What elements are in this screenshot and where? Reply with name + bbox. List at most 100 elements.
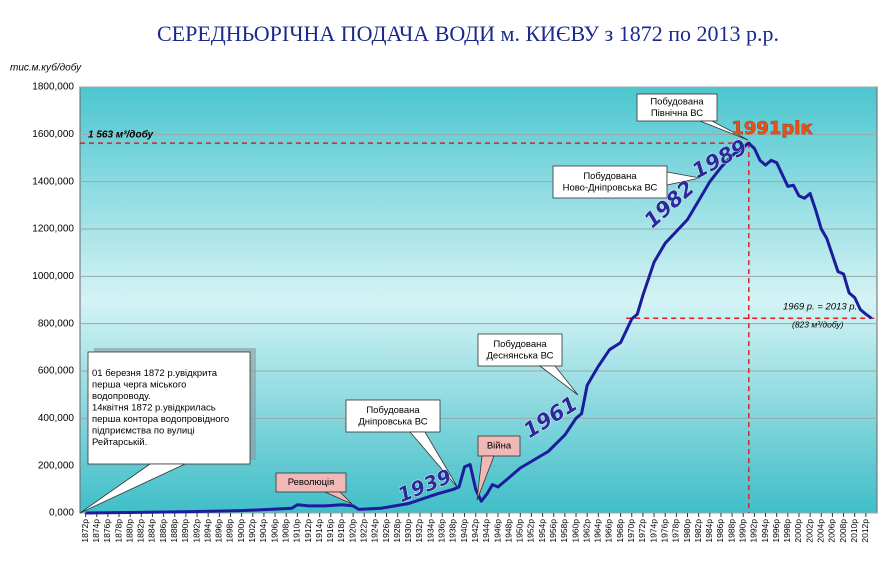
x-tick-label: 1938р: [448, 519, 458, 543]
x-tick-label: 1982р: [693, 519, 703, 543]
y-tick-label: 1000,000: [32, 271, 74, 282]
x-tick-label: 1886р: [158, 519, 168, 543]
x-tick-label: 1968р: [615, 519, 625, 543]
x-tick-label: 1970р: [626, 519, 636, 543]
y-tick-label: 1600,000: [32, 129, 74, 140]
callout-box: [552, 165, 668, 199]
x-tick-label: 2008р: [838, 519, 848, 543]
callout-text: Ново-Дніпровська ВС: [563, 182, 658, 193]
y-tick-label: 200,000: [38, 460, 75, 471]
x-tick-label: 1988р: [726, 519, 736, 543]
x-tick-label: 1962р: [581, 519, 591, 543]
chart-title: СЕРЕДНЬОРІЧНА ПОДАЧА ВОДИ м. КИЄВУ з 187…: [157, 21, 779, 46]
callout-text: Побудована: [366, 405, 420, 416]
x-tick-label: 1898р: [225, 519, 235, 543]
x-tick-label: 2006р: [827, 519, 837, 543]
x-tick-label: 1874р: [91, 519, 101, 543]
callout-text: водопроводу.: [92, 391, 151, 402]
x-tick-label: 1928р: [392, 519, 402, 543]
x-tick-label: 1896р: [214, 519, 224, 543]
x-tick-label: 1972р: [637, 519, 647, 543]
callout-text: Революція: [288, 477, 335, 488]
callout-box: [345, 399, 441, 433]
x-tick-label: 1964р: [593, 519, 603, 543]
reference-label: 1 563 м³/добу: [88, 129, 154, 141]
data-line: [85, 141, 873, 515]
x-tick-label: 1932р: [414, 519, 424, 543]
x-tick-label: 1920р: [347, 519, 357, 543]
callout-text: Побудована: [583, 171, 637, 182]
x-tick-label: 2002р: [804, 519, 814, 543]
callout-box: [275, 472, 347, 493]
callout-pointer: [476, 455, 495, 501]
callout-pointer: [79, 463, 186, 514]
x-tick-label: 1950р: [515, 519, 525, 543]
x-tick-label: 1926р: [381, 519, 391, 543]
x-tick-label: 1980р: [682, 519, 692, 543]
y-tick-label: 400,000: [38, 413, 75, 424]
x-tick-label: 1992р: [749, 519, 759, 543]
callout-text: Побудована: [650, 96, 704, 107]
x-tick-label: 1990р: [737, 519, 747, 543]
x-tick-label: 1908р: [280, 519, 290, 543]
y-tick-label: 0,000: [49, 508, 74, 519]
x-tick-label: 2000р: [793, 519, 803, 543]
callout-text: Деснянська ВС: [487, 350, 554, 361]
x-tick-label: 1924р: [370, 519, 380, 543]
x-tick-label: 1914р: [314, 519, 324, 543]
x-tick-label: 1884р: [147, 519, 157, 543]
x-tick-label: 1880р: [124, 519, 134, 543]
y-tick-label: 600,000: [38, 366, 75, 377]
x-tick-label: 1958р: [559, 519, 569, 543]
x-tick-label: 1936р: [437, 519, 447, 543]
x-tick-label: 1974р: [648, 519, 658, 543]
callout-pointer: [699, 120, 749, 141]
x-tick-label: 1952р: [526, 519, 536, 543]
y-tick-label: 1800,000: [32, 82, 74, 93]
x-tick-label: 1878р: [113, 519, 123, 543]
callout-box: [87, 351, 251, 465]
x-tick-label: 1902р: [247, 519, 257, 543]
callout-pointer: [409, 431, 459, 489]
callout-text: 01 березня 1872 р.увідкрита: [92, 368, 218, 379]
x-tick-label: 2004р: [816, 519, 826, 543]
x-tick-label: 1876р: [102, 519, 112, 543]
x-tick-label: 1918р: [336, 519, 346, 543]
x-tick-label: 1998р: [782, 519, 792, 543]
x-tick-label: 1922р: [358, 519, 368, 543]
y-tick-label: 1200,000: [32, 224, 74, 235]
y-tick-label: 1400,000: [32, 176, 74, 187]
callout-box: [477, 435, 521, 457]
callout-text: Війна: [487, 441, 512, 452]
x-tick-label: 1904р: [258, 519, 268, 543]
x-tick-label: 1976р: [659, 519, 669, 543]
x-tick-label: 1986р: [715, 519, 725, 543]
x-tick-label: 1892р: [191, 519, 201, 543]
x-tick-label: 1912р: [303, 519, 313, 543]
x-tick-label: 1984р: [704, 519, 714, 543]
x-tick-label: 1956р: [548, 519, 558, 543]
x-tick-label: 1894р: [202, 519, 212, 543]
x-tick-label: 1960р: [570, 519, 580, 543]
x-tick-label: 2010р: [849, 519, 859, 543]
x-tick-label: 1906р: [269, 519, 279, 543]
x-tick-label: 1916р: [325, 519, 335, 543]
x-tick-label: 1948р: [503, 519, 513, 543]
callout-text: 14квітня 1872 р.увідкрилась: [92, 403, 216, 414]
x-tick-label: 1910р: [292, 519, 302, 543]
callout-pointer: [538, 365, 579, 396]
x-tick-label: 1994р: [760, 519, 770, 543]
y-tick-label: 800,000: [38, 318, 75, 329]
x-tick-label: 1872р: [80, 519, 90, 543]
x-tick-label: 2012р: [860, 519, 870, 543]
reference-sublabel: (823 м³/добу): [792, 319, 844, 329]
callout-text: перша контора водопровідного: [92, 414, 229, 425]
callout-text: Дніпровська ВС: [358, 416, 427, 427]
x-tick-label: 1900р: [236, 519, 246, 543]
y-axis-label: тис.м.куб/добу: [10, 62, 82, 74]
callout-box: [477, 333, 563, 367]
callout-text: перша черга міського: [92, 380, 186, 391]
x-tick-label: 1996р: [771, 519, 781, 543]
callout-text: підприємства по вулиці: [92, 426, 195, 437]
